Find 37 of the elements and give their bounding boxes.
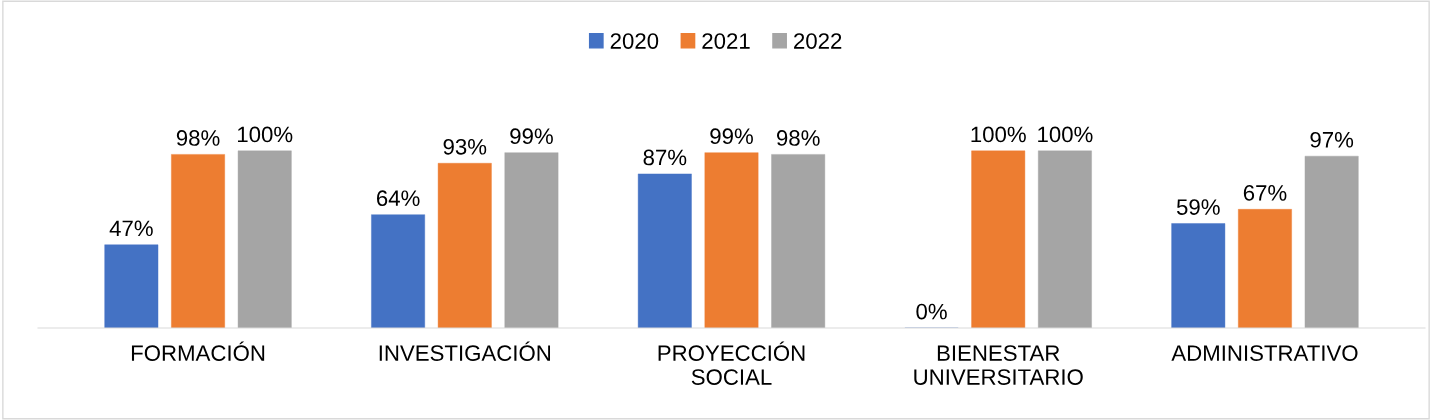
data-label: 98% xyxy=(776,130,820,146)
data-label: 0% xyxy=(916,303,947,320)
x-tick-label: INVESTIGACIÓN xyxy=(379,341,551,361)
bar xyxy=(104,244,159,328)
x-tick-label: PROYECCIÓN SOCIAL xyxy=(658,341,805,385)
bar xyxy=(1171,223,1226,328)
data-label: 67% xyxy=(1243,185,1287,201)
bar xyxy=(371,214,425,328)
data-label: 98% xyxy=(176,130,220,146)
data-label: 100% xyxy=(238,126,293,143)
data-label: 100% xyxy=(971,126,1026,143)
bar xyxy=(171,154,225,328)
bar xyxy=(237,150,292,328)
data-label: 97% xyxy=(1310,131,1354,148)
x-tick-label: BIENESTAR UNIVERSITARIO xyxy=(914,345,1083,385)
data-label: 59% xyxy=(1176,199,1220,215)
x-tick-label: FORMACIÓN xyxy=(131,341,265,361)
bar xyxy=(704,152,759,328)
data-label: 93% xyxy=(443,138,487,155)
bar xyxy=(1238,209,1292,328)
legend-label: 2022 xyxy=(794,33,842,49)
data-label: 99% xyxy=(510,128,553,145)
data-label: 100% xyxy=(1038,126,1093,143)
bar xyxy=(637,173,692,328)
data-label: 99% xyxy=(710,128,753,145)
bar xyxy=(971,150,1026,328)
bar xyxy=(1038,150,1092,328)
x-tick-label: ADMINISTRATIVO xyxy=(1171,345,1358,361)
bar xyxy=(504,152,559,328)
bar xyxy=(1304,155,1359,328)
data-label: 47% xyxy=(109,220,153,237)
data-label: 87% xyxy=(643,149,687,166)
bar xyxy=(437,163,492,328)
bar xyxy=(771,154,826,328)
legend-label: 2020 xyxy=(610,33,659,49)
data-label: 64% xyxy=(376,190,420,207)
legend-label: 2021 xyxy=(702,33,750,49)
